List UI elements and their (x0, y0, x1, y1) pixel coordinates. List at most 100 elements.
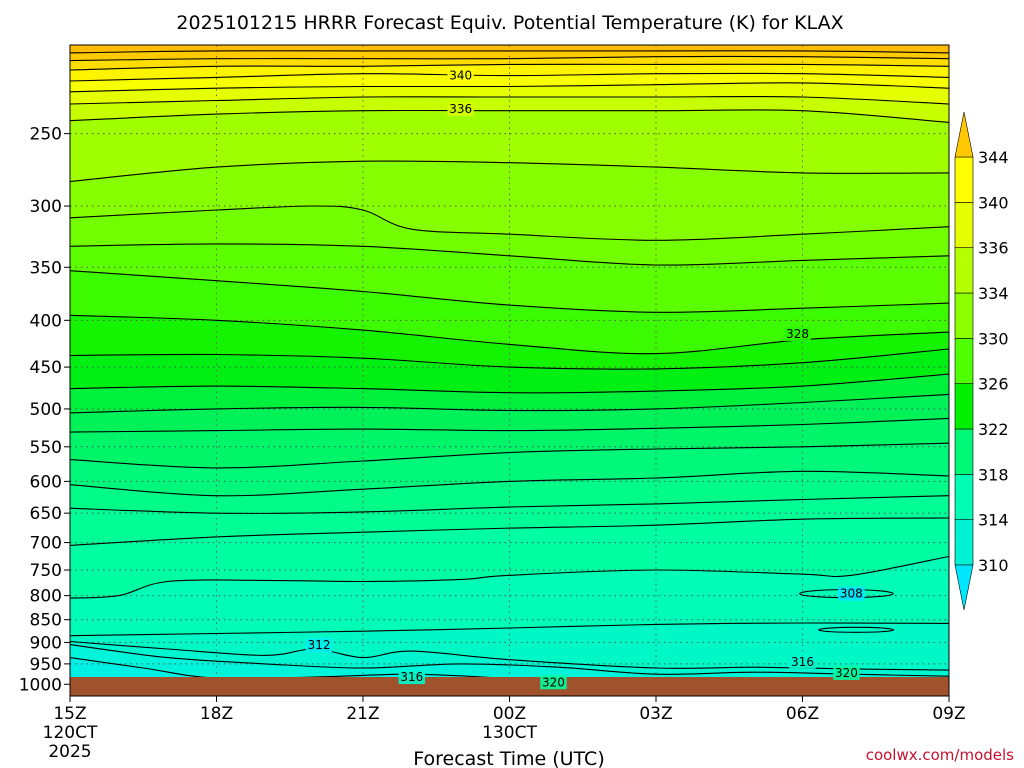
contour-loop (818, 626, 895, 633)
y-tick-label: 1000 (19, 675, 62, 695)
colorbar-segment (954, 428, 974, 475)
colorbar-segment (954, 474, 974, 520)
contour-line (70, 72, 949, 82)
x-tick-label: 18Z (200, 704, 233, 724)
contour-line (70, 622, 949, 637)
contour-label-background (784, 326, 811, 341)
contour-line (70, 495, 949, 514)
x-tick-label: 21Z (346, 704, 379, 724)
contour-label-background (398, 670, 426, 685)
y-tick-label: 500 (30, 400, 62, 420)
contour-label-text: 320 (542, 675, 565, 689)
colorbar-tick-label: 326 (978, 375, 1009, 394)
contour-label-background (838, 586, 865, 601)
y-tick-label: 350 (30, 258, 62, 278)
colorbar-segment (954, 156, 974, 203)
colorbar-tick-label: 318 (978, 465, 1009, 484)
x-tick-label: 09Z (932, 704, 965, 724)
y-tick-label: 900 (30, 633, 62, 653)
colorbar-min-arrow (954, 564, 974, 611)
contour-line (70, 640, 949, 671)
contour-label-text: 340 (449, 69, 472, 83)
colorbar-segment (954, 247, 974, 294)
contour-label: 308 (838, 586, 865, 601)
colorbar-segment (954, 519, 974, 566)
colorbar-tick-label: 310 (978, 556, 1009, 575)
contour-label-text: 336 (449, 102, 472, 116)
contour-line (70, 373, 949, 394)
contour-line (70, 109, 949, 123)
contour-line (70, 205, 949, 241)
contour-label-background (789, 654, 816, 669)
contour-label: 316 (398, 670, 426, 685)
contour-label-background (540, 675, 567, 690)
contour-label-background (305, 638, 333, 653)
ground-surface (70, 677, 949, 696)
y-tick-label: 550 (30, 438, 62, 458)
contour-line (70, 517, 949, 546)
y-tick-label: 650 (30, 504, 62, 524)
chart-title: 2025101215 HRRR Forecast Equiv. Potentia… (176, 12, 843, 34)
contour-line (70, 393, 949, 414)
contour-label-text: 320 (835, 666, 858, 680)
contour-line (70, 50, 949, 54)
colorbar-tick-label: 314 (978, 511, 1009, 530)
contour-line (70, 348, 949, 370)
contour-label-text: 308 (840, 587, 863, 601)
x-tick-sublabel: 130CT (482, 723, 537, 743)
contour-line (70, 63, 949, 71)
x-tick-sublabel: 120CT (43, 723, 98, 743)
contour-label: 320 (540, 675, 567, 690)
contour-label-text: 316 (400, 670, 423, 684)
colorbar-tick-label: 322 (978, 420, 1009, 439)
y-tick-label: 750 (30, 561, 62, 581)
colorbar: 310 314 318 322 326 330 334 336 340 344 (954, 111, 1009, 611)
contour-label-background (833, 665, 860, 680)
contour-lines (70, 50, 949, 683)
colorbar-tick-label: 330 (978, 329, 1009, 348)
contour-label: 336 (447, 102, 474, 117)
plot-area (70, 45, 949, 696)
contour-label: 328 (784, 326, 811, 341)
y-tick-label: 250 (30, 125, 62, 145)
colorbar-segment (954, 202, 974, 248)
y-tick-label: 950 (30, 655, 62, 675)
x-tick-label: 00Z (493, 704, 526, 724)
colorbar-segment (954, 383, 974, 430)
x-axis-label: Forecast Time (UTC) (413, 748, 604, 768)
y-tick-label: 800 (30, 587, 62, 607)
contour-line (70, 470, 949, 497)
x-tick-label: 06Z (786, 704, 819, 724)
contour-line (70, 270, 949, 313)
colorbar-segment (954, 292, 974, 339)
contour-label: 312 (305, 638, 333, 653)
contour-label-text: 316 (791, 655, 814, 669)
contour-label-background (447, 102, 474, 117)
x-tick-label: 15Z (53, 704, 86, 724)
colorbar-tick-label: 336 (978, 239, 1009, 258)
contour-label: 316 (789, 654, 816, 669)
y-tick-label: 850 (30, 611, 62, 631)
contour-line (70, 644, 949, 677)
contour-labels: 340 336 328 312 316 320 308 316 320 (305, 68, 865, 690)
x-tick-label: 03Z (639, 704, 672, 724)
contour-line (70, 55, 949, 62)
contour-line (70, 160, 949, 183)
contour-line (70, 442, 949, 469)
contour-line (70, 243, 949, 266)
colorbar-tick-label: 334 (978, 284, 1009, 303)
contour-label: 340 (447, 68, 474, 83)
grid (70, 45, 949, 696)
contour-line (70, 82, 949, 93)
credit-text: coolwx.com/models (866, 746, 1014, 764)
colorbar-tick-label: 340 (978, 193, 1009, 212)
y-tick-label: 400 (30, 311, 62, 331)
contour-line (70, 555, 949, 599)
contour-line (70, 417, 949, 433)
y-tick-label: 300 (30, 197, 62, 217)
contour-label: 320 (833, 665, 860, 680)
contour-label-text: 328 (786, 327, 809, 341)
y-tick-label: 450 (30, 358, 62, 378)
contour-label-text: 312 (308, 638, 331, 652)
